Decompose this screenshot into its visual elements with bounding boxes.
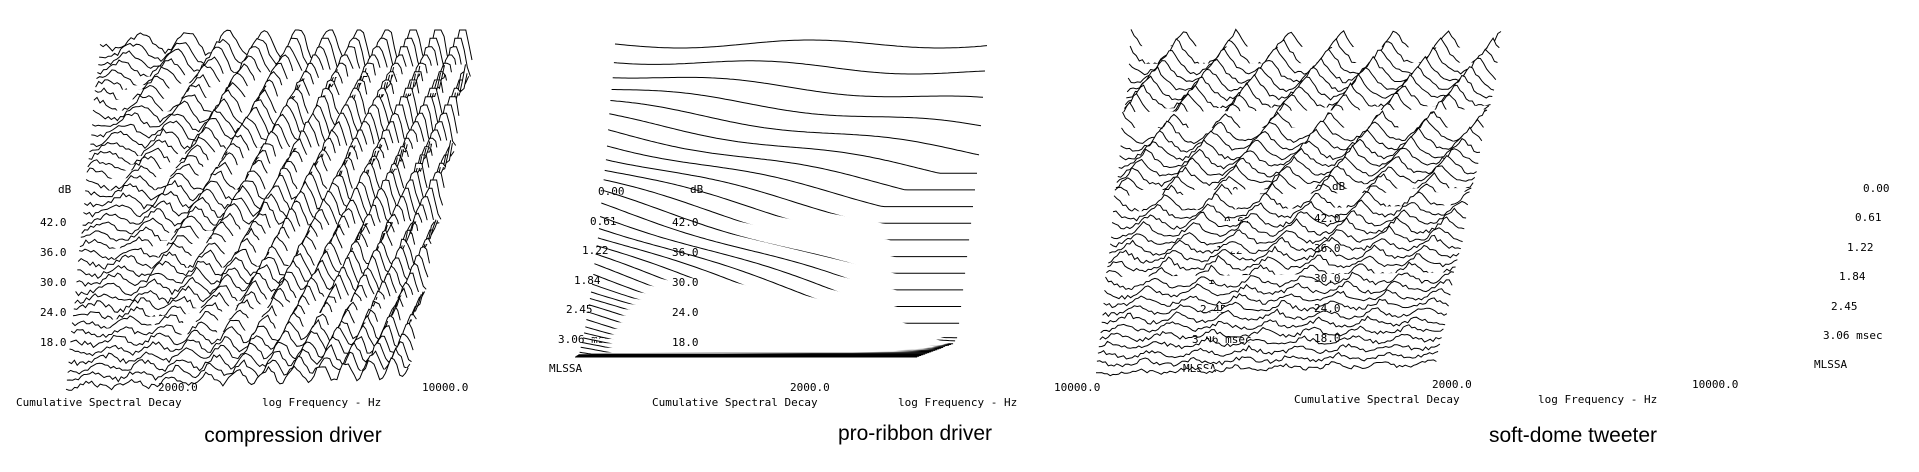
y-tick-label: 24.0 [672, 306, 699, 319]
y-tick-label: 42.0 [40, 216, 67, 229]
decay-trace [1096, 359, 1437, 377]
x-tick-label: 2000.0 [790, 381, 830, 394]
decay-trace [68, 333, 414, 367]
decay-trace [1104, 279, 1453, 300]
time-tick-label: 0.61 [590, 215, 617, 228]
x-tick-label: 10000.0 [422, 381, 468, 394]
decay-trace [579, 351, 926, 355]
brand-label: MLSSA [1814, 358, 1847, 371]
y-unit-label: dB [1332, 180, 1346, 193]
brand-label: MLSSA [549, 362, 582, 375]
decay-trace [1110, 216, 1465, 240]
time-tick-label: 1.84 [1839, 270, 1866, 283]
footer-right: log Frequency - Hz [1538, 393, 1657, 406]
decay-trace [1111, 207, 1467, 230]
decay-trace [65, 357, 409, 391]
decay-traces [1096, 28, 1502, 377]
decay-trace [66, 347, 411, 383]
decay-trace [1096, 351, 1439, 368]
footer-left: Cumulative Spectral Decay [16, 396, 182, 409]
y-tick-label: 18.0 [40, 336, 67, 349]
decay-trace [611, 89, 982, 127]
y-tick-label: 36.0 [1314, 242, 1341, 255]
decay-trace [613, 60, 986, 75]
decay-traces [65, 29, 473, 391]
decay-trace [606, 145, 973, 208]
decay-trace [1119, 135, 1481, 162]
y-unit-label: dB [690, 183, 704, 196]
footer-right: log Frequency - Hz [898, 396, 1017, 409]
decay-trace [67, 341, 412, 375]
decay-trace [1112, 199, 1469, 222]
decay-trace [1120, 126, 1483, 153]
y-tick-label: 18.0 [1314, 332, 1341, 345]
decay-trace [607, 129, 975, 191]
time-tick-label: 0.61 [1855, 211, 1882, 224]
decay-trace [1109, 234, 1461, 256]
time-tick-label: 0.00 [1863, 182, 1890, 195]
panel-soft-dome-tweeter: dB 42.0 36.0 30.0 24.0 18.0 0.00 0.61 1.… [1096, 28, 1890, 447]
decay-trace [1105, 271, 1455, 291]
decay-trace [599, 216, 962, 307]
x-tick-label: 10000.0 [1054, 381, 1100, 394]
y-tick-label: 24.0 [1314, 302, 1341, 315]
decay-trace [612, 76, 984, 98]
decay-trace [1102, 297, 1449, 318]
panel-caption: compression driver [204, 424, 381, 447]
decay-trace [1099, 324, 1444, 343]
y-tick-label: 30.0 [672, 276, 699, 289]
decay-trace [1109, 225, 1463, 248]
time-tick-label: 2.45 [566, 303, 593, 316]
decay-trace [1121, 118, 1484, 145]
time-tick-label: 3.06 msec [1823, 329, 1883, 342]
decay-trace [74, 272, 426, 305]
y-tick-label: 36.0 [40, 246, 67, 259]
panel-caption: pro-ribbon driver [838, 422, 992, 445]
time-tick-label: 1.84 [574, 274, 601, 287]
decay-trace [81, 204, 439, 236]
time-tick-label: 2.45 [1831, 300, 1858, 313]
x-tick-label: 10000.0 [1692, 378, 1738, 391]
y-tick-label: 24.0 [40, 306, 67, 319]
decay-trace [614, 39, 988, 49]
y-tick-label: 18.0 [672, 336, 699, 349]
decay-trace [1107, 253, 1458, 273]
y-unit-label: dB [58, 183, 72, 196]
footer-right: log Frequency - Hz [262, 396, 381, 409]
y-tick-label: 36.0 [672, 246, 699, 259]
footer-left: Cumulative Spectral Decay [652, 396, 818, 409]
y-tick-label: 42.0 [1314, 212, 1341, 225]
decay-trace [1097, 343, 1441, 360]
decay-trace [1128, 46, 1498, 76]
time-tick-label: 1.22 [1847, 241, 1874, 254]
x-tick-label: 2000.0 [158, 381, 198, 394]
y-tick-label: 30.0 [40, 276, 67, 289]
footer-left: Cumulative Spectral Decay [1294, 393, 1460, 406]
decay-trace [73, 281, 424, 313]
decay-trace [1100, 315, 1446, 334]
decay-trace [605, 159, 972, 224]
y-tick-label: 30.0 [1314, 272, 1341, 285]
decay-trace [1103, 288, 1451, 309]
y-tick-label: 42.0 [672, 216, 699, 229]
panel-pro-ribbon-driver: dB 42.0 36.0 30.0 24.0 18.0 0.00 0.61 1.… [575, 39, 1259, 445]
decay-trace [1108, 244, 1460, 264]
decay-trace [97, 54, 468, 93]
panel-caption: soft-dome tweeter [1489, 424, 1657, 447]
panel-compression-driver: dB 42.0 36.0 30.0 24.0 18.0 0.00 0.61 1.… [16, 29, 625, 447]
decay-traces [575, 39, 988, 358]
time-tick-label: 1.22 [582, 244, 609, 257]
decay-trace [1115, 172, 1474, 195]
decay-trace [1098, 333, 1442, 350]
decay-trace [1101, 307, 1448, 325]
x-tick-label: 2000.0 [1432, 378, 1472, 391]
